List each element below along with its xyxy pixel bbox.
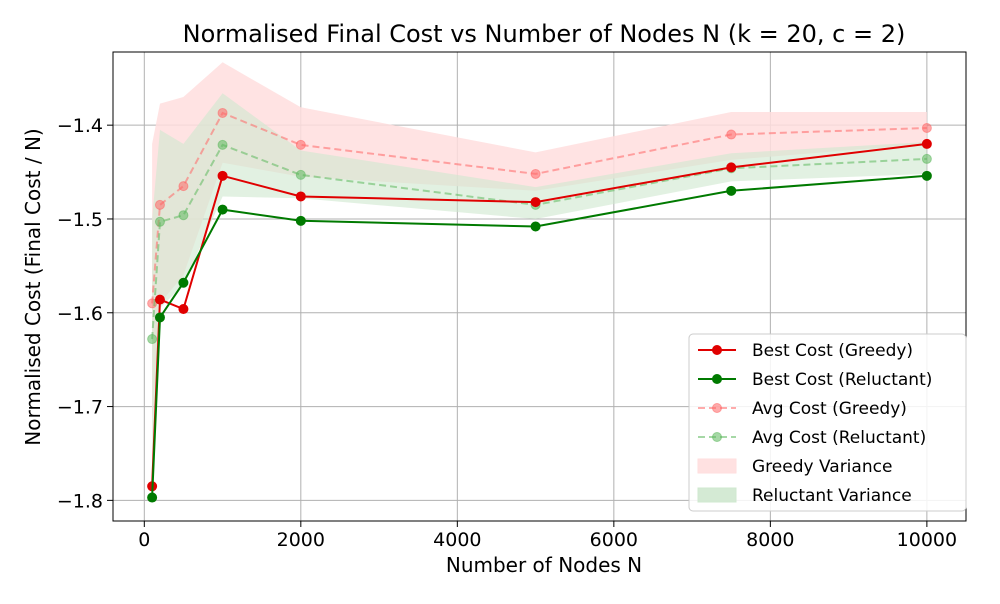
variance-band-1 bbox=[152, 93, 927, 463]
plot-area bbox=[113, 52, 966, 521]
series-point-1 bbox=[154, 312, 165, 323]
series-line-2 bbox=[151, 111, 927, 304]
legend-swatch-band bbox=[697, 458, 737, 474]
series-point-1 bbox=[217, 204, 228, 215]
series-point-0 bbox=[295, 191, 306, 202]
series-line-1 bbox=[151, 174, 927, 498]
series-point-3 bbox=[217, 139, 228, 150]
series-point-2 bbox=[921, 122, 932, 133]
x-tick-label: 4000 bbox=[433, 529, 481, 551]
y-axis-label: Normalised Cost (Final Cost / N) bbox=[21, 128, 45, 445]
x-tick-label: 0 bbox=[138, 529, 150, 551]
series-point-3 bbox=[154, 216, 165, 227]
legend-box bbox=[688, 333, 967, 512]
series-point-2 bbox=[178, 181, 189, 192]
plot-frame bbox=[112, 51, 967, 522]
series-point-1 bbox=[921, 170, 932, 181]
y-tick-label: −1.7 bbox=[57, 397, 103, 419]
legend-label: Greedy Variance bbox=[752, 457, 892, 477]
legend-swatch-band bbox=[697, 487, 737, 503]
series-point-0 bbox=[154, 294, 165, 305]
legend-label: Best Cost (Greedy) bbox=[752, 341, 913, 361]
series-point-2 bbox=[154, 199, 165, 210]
series-point-0 bbox=[530, 197, 541, 208]
series-point-1 bbox=[295, 215, 306, 226]
series-point-0 bbox=[921, 138, 932, 149]
series-point-1 bbox=[147, 492, 158, 503]
y-tick-label: −1.4 bbox=[57, 115, 103, 137]
legend-swatch-marker bbox=[712, 345, 722, 355]
variance-band-0 bbox=[152, 62, 927, 426]
y-tick-label: −1.6 bbox=[57, 303, 103, 325]
x-tick-label: 2000 bbox=[277, 529, 325, 551]
series-point-2 bbox=[726, 129, 737, 140]
legend-swatch-marker bbox=[712, 374, 722, 384]
series-point-1 bbox=[530, 221, 541, 232]
axes: 0 2000 4000 6000 8000 10000 −1.4 −1.5 −1.6 −1.7 −1… bbox=[57, 115, 957, 551]
series-point-3 bbox=[147, 334, 158, 345]
x-axis-label: Number of Nodes N bbox=[446, 553, 642, 577]
series-point-3 bbox=[295, 169, 306, 180]
x-tick-label: 10000 bbox=[897, 529, 957, 551]
legend-label: Reluctant Variance bbox=[752, 486, 912, 506]
x-tick-label: 6000 bbox=[590, 529, 638, 551]
series-point-3 bbox=[921, 153, 932, 164]
y-tick-label: −1.8 bbox=[57, 490, 103, 512]
series-point-3 bbox=[178, 210, 189, 221]
series-point-2 bbox=[217, 107, 228, 118]
legend: Best Cost (Greedy) Best Cost (Reluctant) A… bbox=[688, 333, 967, 512]
series-point-0 bbox=[726, 162, 737, 173]
legend-swatch-marker bbox=[712, 432, 722, 442]
chart-title: Normalised Final Cost vs Number of Nodes… bbox=[183, 20, 906, 48]
series-point-1 bbox=[726, 185, 737, 196]
series-point-0 bbox=[217, 170, 228, 181]
legend-label: Avg Cost (Greedy) bbox=[752, 399, 907, 419]
legend-swatch-marker bbox=[712, 403, 722, 413]
legend-label: Avg Cost (Reluctant) bbox=[752, 428, 926, 448]
legend-label: Best Cost (Reluctant) bbox=[752, 370, 932, 390]
y-tick-label: −1.5 bbox=[57, 209, 103, 231]
x-tick-label: 8000 bbox=[746, 529, 794, 551]
series-point-2 bbox=[530, 168, 541, 179]
series-point-2 bbox=[295, 139, 306, 150]
series-point-1 bbox=[178, 277, 189, 288]
series-point-0 bbox=[178, 304, 189, 315]
